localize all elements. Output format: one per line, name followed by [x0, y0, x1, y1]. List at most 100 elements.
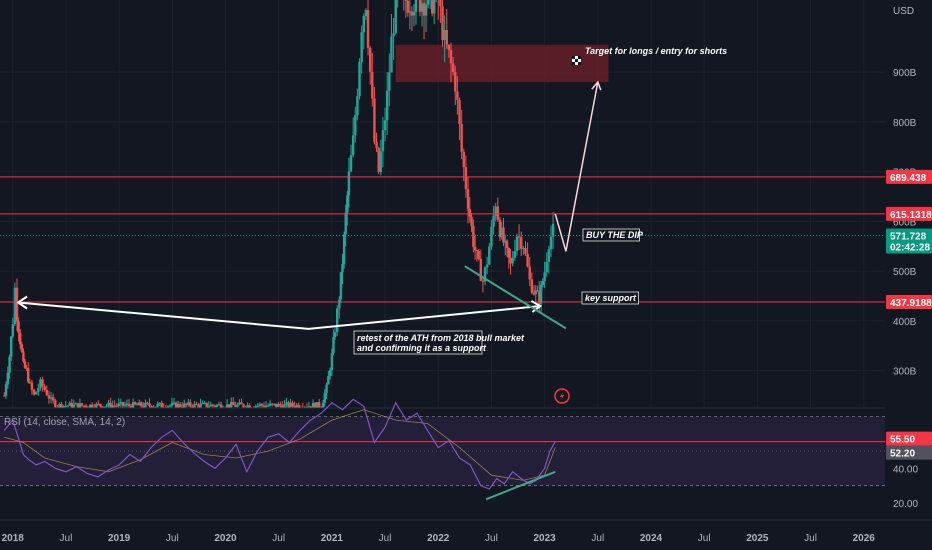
candle-body [526, 253, 529, 267]
time-tick-label: 2022 [427, 533, 450, 544]
candle-body [464, 166, 468, 190]
candle-body [483, 267, 487, 282]
candle-body [354, 115, 357, 136]
candle-body [168, 405, 172, 407]
candle-body [213, 405, 217, 407]
candle-body [209, 404, 213, 407]
flag-sq [575, 59, 578, 62]
candle-body [439, 0, 442, 7]
candle-body [375, 141, 378, 148]
candle-body [371, 71, 374, 99]
candle-body [268, 403, 272, 406]
candle-body [297, 404, 300, 409]
time-tick-label: Jul [804, 533, 817, 544]
candle-body [539, 284, 543, 304]
candle-body [20, 344, 24, 352]
candle-body [323, 393, 326, 403]
candle-body [351, 135, 355, 156]
candle-body [123, 405, 127, 407]
candle-body [54, 400, 57, 408]
annotation-retest-line1: retest of the ATH from 2018 bull market [357, 333, 525, 343]
candle-body [219, 404, 223, 409]
time-axis[interactable]: 2018 Jul 2019 Jul 2020 Jul 2021 Jul 2022 Jul 2023 J… [0, 519, 932, 550]
candle-body [424, 4, 428, 16]
candle-body [270, 403, 274, 405]
candle-body [189, 402, 192, 407]
candle-body [287, 402, 290, 408]
time-tick-label: 2020 [214, 533, 237, 544]
candle-body [515, 236, 519, 252]
candle-body [140, 402, 143, 407]
candle-body [536, 290, 539, 292]
candle-body [117, 403, 120, 407]
annotation-key-support: key support [585, 293, 637, 303]
candle-body [511, 257, 514, 264]
candle-body [420, 3, 424, 12]
candle-body [339, 272, 343, 300]
drawings [16, 80, 602, 330]
time-tick-label: Jul [166, 533, 179, 544]
candle-body [203, 402, 206, 404]
candle-body [327, 375, 330, 385]
candle-body [127, 403, 131, 406]
candle-body [383, 120, 387, 131]
candle-body [49, 397, 53, 399]
candle-body [84, 405, 88, 408]
candle-body [215, 405, 219, 407]
candle-body [41, 379, 44, 387]
candle-body [176, 403, 180, 409]
candle-body [150, 406, 153, 409]
candle-body [517, 236, 521, 238]
candle-body [381, 130, 385, 152]
price-axis[interactable]: 300B400B500B600B700B800B900B689.438615.1… [885, 0, 932, 520]
candle-body [264, 405, 268, 408]
candle-body [295, 404, 298, 408]
candle-body [325, 384, 328, 394]
annotations: Target for longs / entry for shorts BUY T… [353, 46, 727, 355]
candle-body [504, 240, 507, 243]
candle-body [19, 332, 22, 345]
candle-body [115, 405, 118, 407]
rsi-value-tag-bg [886, 431, 932, 446]
price-tick-label: 400B [893, 317, 917, 328]
current-price-tag: 571.728 [890, 231, 927, 242]
time-tick-label: Jul [698, 533, 711, 544]
candle-body [418, 0, 422, 12]
flag-sq [578, 56, 581, 59]
candle-body [496, 206, 500, 220]
candle-body [197, 404, 200, 408]
candle-body [279, 403, 282, 406]
time-tick-label: 2026 [853, 533, 876, 544]
candle-body [119, 402, 123, 404]
support-arrow-line [18, 301, 541, 330]
candle-body [458, 100, 461, 125]
candle-body [449, 50, 453, 64]
candle-body [341, 264, 344, 273]
rsi-line [3, 398, 556, 490]
candle-body [281, 405, 284, 409]
candle-body [232, 402, 235, 406]
candle-body [328, 369, 332, 376]
alert-lightning-icon[interactable] [554, 388, 570, 404]
candle-body [111, 405, 114, 409]
candle-body [507, 247, 511, 258]
candle-body [283, 404, 286, 409]
candle-body [426, 0, 430, 5]
candle-body [498, 219, 502, 238]
candle-body [246, 405, 249, 409]
candle-body [113, 405, 116, 407]
candle-body [60, 403, 63, 409]
candle-body [522, 247, 525, 249]
candle-body [385, 90, 389, 121]
current-price-tag-bg [886, 228, 932, 254]
candle-body [485, 264, 489, 268]
candle-body [156, 403, 159, 407]
rsi-sma-tag: 52.20 [890, 449, 915, 460]
candle-body [502, 227, 505, 243]
candle-body [360, 32, 363, 62]
candle-body [451, 63, 455, 72]
candle-body [338, 299, 341, 309]
candle-body [146, 402, 149, 404]
candle-body [549, 236, 553, 250]
